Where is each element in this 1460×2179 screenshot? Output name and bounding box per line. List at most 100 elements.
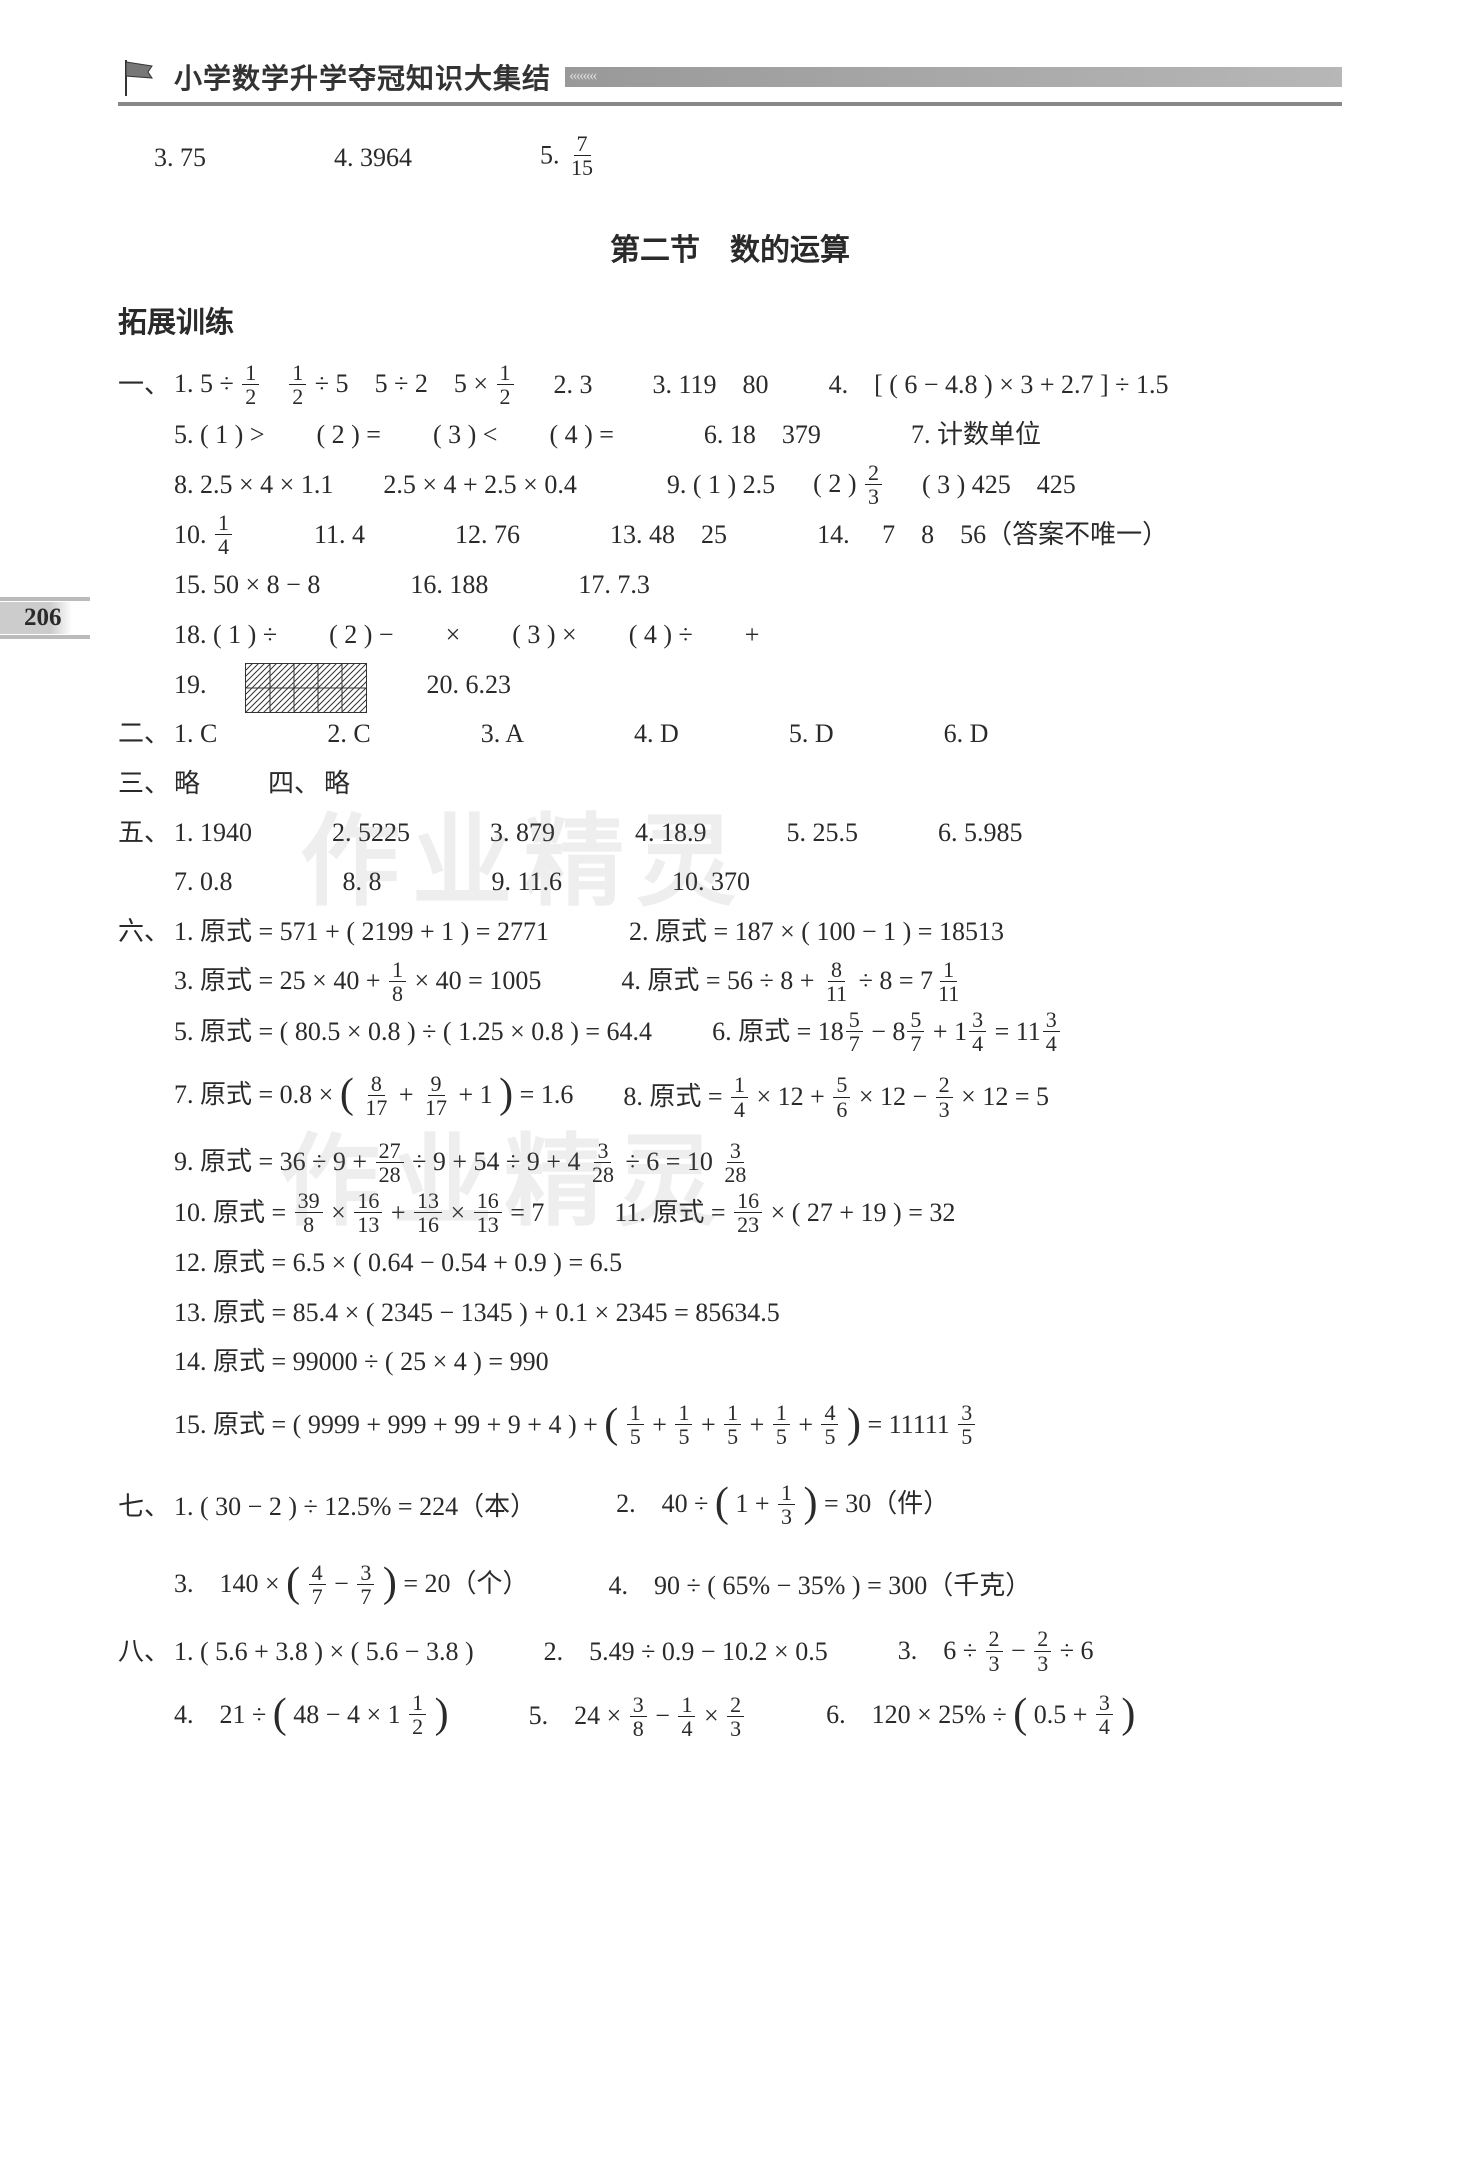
g1-q7: 7. 计数单位 <box>911 410 1041 459</box>
group6-row2: 3. 原式 = 25 × 40 + 18 × 40 = 1005 4. 原式 =… <box>174 956 1342 1007</box>
g5-4: 4. 18.9 <box>635 808 707 857</box>
g1-q3: 3. 119 80 <box>653 360 769 409</box>
header-bar: ‹‹‹‹‹‹‹‹ <box>565 67 1342 87</box>
g8-2: 2. 5.49 ÷ 0.9 − 10.2 × 0.5 <box>544 1627 828 1676</box>
g6-14: 14. 原式 = 99000 ÷ ( 25 × 4 ) = 990 <box>174 1337 549 1386</box>
g1-q10: 10. 14 <box>174 510 234 561</box>
g1-q1: 1. 5 ÷ 12 12 ÷ 5 5 ÷ 2 5 × 12 <box>174 359 516 410</box>
g5-9: 9. 11.6 <box>492 857 563 906</box>
group6-row3: 5. 原式 = ( 80.5 × 0.8 ) ÷ ( 1.25 × 0.8 ) … <box>174 1007 1342 1058</box>
g6-9: 9. 原式 = 36 ÷ 9 + 2728 ÷ 9 + 54 ÷ 9 + 4 3… <box>174 1137 751 1188</box>
g5-8: 8. 8 <box>343 857 382 906</box>
g1-q14: 14. 7 8 56（答案不唯一） <box>817 510 1168 559</box>
group1-row4: 10. 14 11. 4 12. 76 13. 48 25 14. 7 8 56… <box>174 510 1342 561</box>
flag-icon <box>118 56 160 98</box>
group5-row1: 五、 1. 1940 2. 5225 3. 879 4. 18.9 5. 25.… <box>118 808 1342 857</box>
group7-row1: 七、 1. ( 30 − 2 ) ÷ 12.5% = 224（本） 2. 40 … <box>118 1466 1342 1546</box>
g7-1: 1. ( 30 − 2 ) ÷ 12.5% = 224（本） <box>174 1482 536 1531</box>
g2-4: 4. D <box>634 709 679 758</box>
g5-1: 1. 1940 <box>174 808 252 857</box>
g1-q11: 11. 4 <box>314 510 365 559</box>
page-header: 小学数学升学夺冠知识大集结 ‹‹‹‹‹‹‹‹ <box>118 56 1342 106</box>
group6-row4: 7. 原式 = 0.8 × ( 817 + 917 + 1 ) = 1.6 8.… <box>174 1057 1342 1137</box>
g6-15: 15. 原式 = ( 9999 + 999 + 99 + 9 + 4 ) + (… <box>174 1387 977 1467</box>
g6-10: 10. 原式 = 398 × 1613 + 1316 × 1613 = 7 <box>174 1188 544 1239</box>
group6-row5: 9. 原式 = 36 ÷ 9 + 2728 ÷ 9 + 54 ÷ 9 + 4 3… <box>174 1137 1342 1188</box>
g7-3: 3. 140 × ( 47 − 37 ) = 20（个） <box>174 1546 529 1626</box>
group3-text: 略 <box>174 759 200 808</box>
group2-label: 二、 <box>118 709 174 758</box>
g6-3: 3. 原式 = 25 × 40 + 18 × 40 = 1005 <box>174 956 541 1007</box>
g6-13: 13. 原式 = 85.4 × ( 2345 − 1345 ) + 0.1 × … <box>174 1288 780 1337</box>
group8-label: 八、 <box>118 1627 174 1676</box>
g5-3: 3. 879 <box>490 808 555 857</box>
g7-4: 4. 90 ÷ ( 65% − 35% ) = 300（千克） <box>609 1561 1032 1610</box>
g5-10: 10. 370 <box>672 857 750 906</box>
g1-q15: 15. 50 × 8 − 8 <box>174 560 320 609</box>
group6-row1: 六、 1. 原式 = 571 + ( 2199 + 1 ) = 2771 2. … <box>118 907 1342 956</box>
group8-row1: 八、 1. ( 5.6 + 3.8 ) × ( 5.6 − 3.8 ) 2. 5… <box>118 1626 1342 1677</box>
g1-q20: 20. 6.23 <box>427 660 512 709</box>
header-title: 小学数学升学夺冠知识大集结 <box>174 57 551 97</box>
g8-6: 6. 120 × 25% ÷ ( 0.5 + 34 ) <box>826 1677 1135 1757</box>
g1-q9c: ( 3 ) 425 425 <box>922 460 1076 509</box>
g1-q4: 4. [ ( 6 − 4.8 ) × 3 + 2.7 ] ÷ 1.5 <box>829 360 1169 409</box>
g1-q8a: 8. 2.5 × 4 × 1.1 <box>174 460 333 509</box>
g1-q16: 16. 188 <box>410 560 488 609</box>
top-answers: 3. 75 4. 3964 5. 7 15 <box>154 134 1342 181</box>
group5-label: 五、 <box>118 808 174 857</box>
g1-q2: 2. 3 <box>554 360 593 409</box>
g1-q9a: 9. ( 1 ) 2.5 <box>667 460 775 509</box>
group4-label: 四、 <box>268 759 324 808</box>
group2-row: 二、 1. C 2. C 3. A 4. D 5. D 6. D <box>118 709 1342 758</box>
group6-row6: 10. 原式 = 398 × 1613 + 1316 × 1613 = 7 11… <box>174 1188 1342 1239</box>
g1-q13: 13. 48 25 <box>610 510 727 559</box>
group1-row6: 18. ( 1 ) ÷ ( 2 ) − × ( 3 ) × ( 4 ) ÷ + <box>174 610 1342 659</box>
g2-3: 3. A <box>481 709 524 758</box>
g1-q8b: 2.5 × 4 + 2.5 × 0.4 <box>383 460 577 509</box>
group1-row5: 15. 50 × 8 − 8 16. 188 17. 7.3 <box>174 560 1342 609</box>
group6-row10: 15. 原式 = ( 9999 + 999 + 99 + 9 + 4 ) + (… <box>174 1387 1342 1467</box>
group5-row2: 7. 0.8 8. 8 9. 11.6 10. 370 <box>174 857 1342 906</box>
group1-row1: 一、 1. 5 ÷ 12 12 ÷ 5 5 ÷ 2 5 × 12 2. 3 3.… <box>118 359 1342 410</box>
group3-label: 三、 <box>118 759 174 808</box>
g8-5: 5. 24 × 38 − 14 × 23 <box>529 1691 747 1742</box>
g2-2: 2. C <box>327 709 370 758</box>
g5-2: 2. 5225 <box>332 808 410 857</box>
g6-1: 1. 原式 = 571 + ( 2199 + 1 ) = 2771 <box>174 907 549 956</box>
group4-text: 略 <box>324 759 350 808</box>
top-a5: 5. 7 15 <box>540 134 598 181</box>
g6-5: 5. 原式 = ( 80.5 × 0.8 ) ÷ ( 1.25 × 0.8 ) … <box>174 1007 652 1056</box>
group34-row: 三、 略 四、 略 <box>118 759 1342 808</box>
group1-row7: 19. 20. 6.23 <box>174 659 1342 709</box>
chevrons-icon: ‹‹‹‹‹‹‹‹ <box>569 67 596 85</box>
g6-2: 2. 原式 = 187 × ( 100 − 1 ) = 18513 <box>629 907 1004 956</box>
page: 小学数学升学夺冠知识大集结 ‹‹‹‹‹‹‹‹ 3. 75 4. 3964 5. … <box>0 0 1460 2179</box>
g8-1: 1. ( 5.6 + 3.8 ) × ( 5.6 − 3.8 ) <box>174 1627 474 1676</box>
g2-1: 1. C <box>174 709 217 758</box>
group7-label: 七、 <box>118 1482 174 1531</box>
g6-7: 7. 原式 = 0.8 × ( 817 + 917 + 1 ) = 1.6 <box>174 1057 573 1137</box>
hatched-grid-icon <box>245 663 367 713</box>
g6-11: 11. 原式 = 1623 × ( 27 + 19 ) = 32 <box>614 1188 955 1239</box>
g8-4: 4. 21 ÷ ( 48 − 4 × 1 12 ) <box>174 1677 449 1757</box>
g6-4: 4. 原式 = 56 ÷ 8 + 811 ÷ 8 = 7111 <box>621 956 964 1007</box>
group6-row8: 13. 原式 = 85.4 × ( 2345 − 1345 ) + 0.1 × … <box>174 1288 1342 1337</box>
g5-7: 7. 0.8 <box>174 857 233 906</box>
group1-row3: 8. 2.5 × 4 × 1.1 2.5 × 4 + 2.5 × 0.4 9. … <box>174 459 1342 510</box>
group7-row2: 3. 140 × ( 47 − 37 ) = 20（个） 4. 90 ÷ ( 6… <box>174 1546 1342 1626</box>
page-number: 206 <box>0 602 72 634</box>
group6-row7: 12. 原式 = 6.5 × ( 0.64 − 0.54 + 0.9 ) = 6… <box>174 1238 1342 1287</box>
group6-label: 六、 <box>118 907 174 956</box>
g6-12: 12. 原式 = 6.5 × ( 0.64 − 0.54 + 0.9 ) = 6… <box>174 1238 622 1287</box>
g6-6: 6. 原式 = 1857 − 857 + 134 = 1134 <box>712 1007 1062 1058</box>
g5-6: 6. 5.985 <box>938 808 1023 857</box>
section-title: 第二节 数的运算 <box>118 225 1342 269</box>
g5-5: 5. 25.5 <box>787 808 859 857</box>
g8-3: 3. 6 ÷ 23 − 23 ÷ 6 <box>898 1626 1094 1677</box>
top-a3: 3. 75 <box>154 143 206 173</box>
group1-row2: 5. ( 1 ) > ( 2 ) = ( 3 ) < ( 4 ) = 6. 18… <box>174 410 1342 459</box>
g1-q18: 18. ( 1 ) ÷ ( 2 ) − × ( 3 ) × ( 4 ) ÷ + <box>174 610 759 659</box>
fraction: 7 15 <box>568 132 596 179</box>
group8-row2: 4. 21 ÷ ( 48 − 4 × 1 12 ) 5. 24 × 38 − 1… <box>174 1677 1342 1757</box>
